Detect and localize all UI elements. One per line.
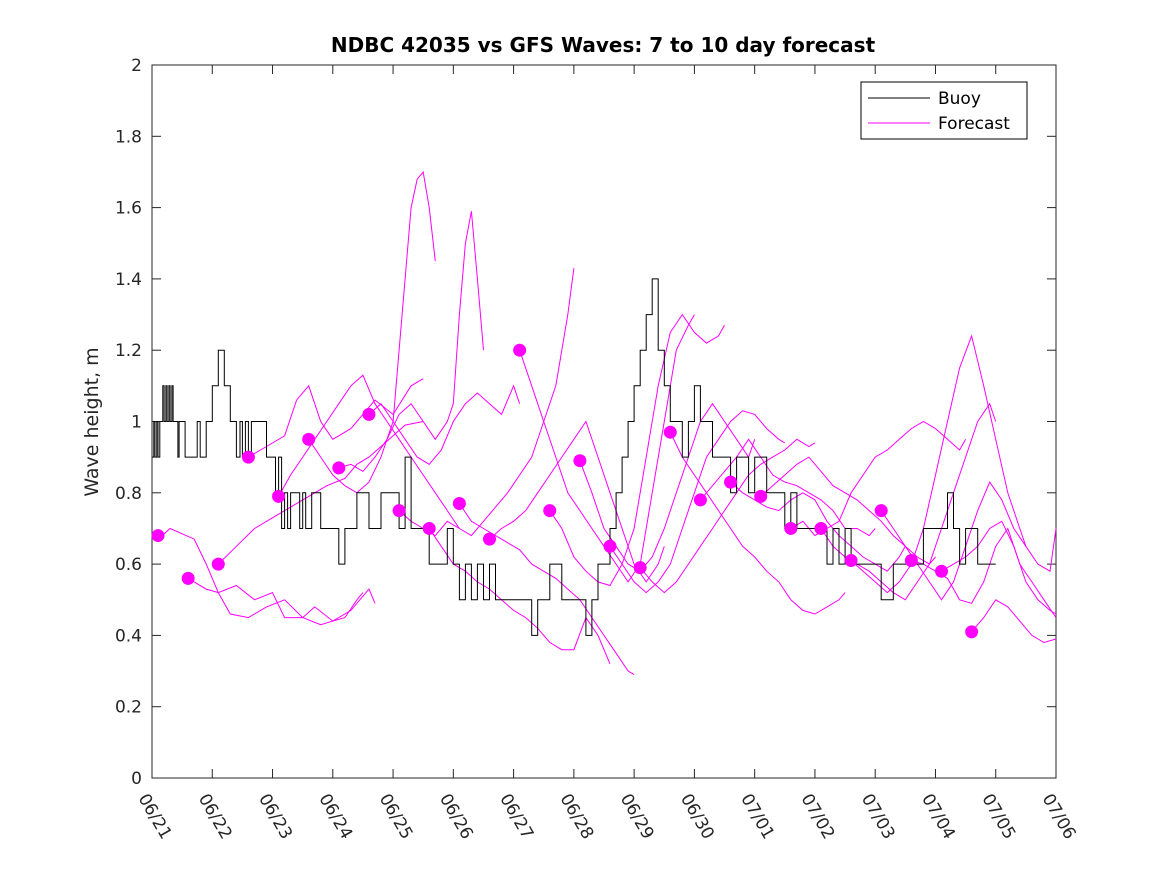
y-tick-label: 0.8 <box>115 484 142 504</box>
y-tick-label: 1.8 <box>115 127 142 147</box>
forecast-line <box>157 527 376 626</box>
forecast-point <box>784 521 798 535</box>
forecast-point <box>754 489 768 503</box>
y-tick-label: 0.4 <box>115 626 142 646</box>
forecast-line <box>248 378 424 458</box>
legend: Buoy Forecast <box>860 81 1028 140</box>
forecast-point <box>211 557 225 571</box>
y-tick-label: 2 <box>131 56 142 76</box>
forecast-point <box>332 461 346 475</box>
chart-title: NDBC 42035 vs GFS Waves: 7 to 10 day for… <box>331 33 876 57</box>
legend-forecast-label: Forecast <box>938 114 1010 134</box>
y-tick-label: 1.6 <box>115 199 142 219</box>
forecast-point <box>362 407 376 421</box>
forecast-line <box>971 599 1057 644</box>
legend-box <box>860 81 1028 140</box>
forecast-point <box>241 450 255 464</box>
legend-buoy-label: Buoy <box>938 89 981 109</box>
y-tick-label: 1 <box>131 413 142 433</box>
y-tick-label: 0.2 <box>115 698 142 718</box>
forecast-point <box>151 529 165 543</box>
forecast-point <box>422 521 436 535</box>
forecast-point <box>663 425 677 439</box>
forecast-line <box>278 374 460 529</box>
forecast-line <box>549 313 725 587</box>
forecast-line <box>308 170 436 494</box>
forecast-point <box>272 489 286 503</box>
y-tick-label: 1.4 <box>115 270 142 290</box>
forecast-point <box>904 554 918 568</box>
forecast-point <box>633 561 647 575</box>
forecast-line <box>669 431 846 615</box>
forecast-line <box>338 211 484 473</box>
forecast-point <box>874 504 888 518</box>
forecast-point <box>513 343 527 357</box>
forecast-line <box>368 384 521 465</box>
y-tick-label: 1.2 <box>115 341 142 361</box>
forecast-point <box>965 625 979 639</box>
forecast-point <box>814 521 828 535</box>
forecast-point <box>452 496 466 510</box>
forecast-line <box>609 410 786 594</box>
forecast-point <box>543 504 557 518</box>
forecast-point <box>844 554 858 568</box>
y-axis-label: Wave height, m <box>81 347 103 496</box>
forecast-point <box>392 504 406 518</box>
forecast-point <box>934 564 948 578</box>
forecast-point <box>482 532 496 546</box>
forecast-point <box>693 493 707 507</box>
forecast-line <box>217 421 424 565</box>
forecast-point <box>603 539 617 553</box>
forecast-line <box>941 520 1057 615</box>
forecast-point <box>724 475 738 489</box>
forecast-point <box>181 571 195 585</box>
forecast-line <box>639 438 816 594</box>
forecast-point <box>302 432 316 446</box>
y-tick-label: 0 <box>131 769 142 789</box>
forecast-line <box>187 577 364 622</box>
forecast-line <box>760 456 936 565</box>
buoy-line <box>152 278 996 636</box>
y-tick-label: 0.6 <box>115 555 142 575</box>
forecast-point <box>573 454 587 468</box>
